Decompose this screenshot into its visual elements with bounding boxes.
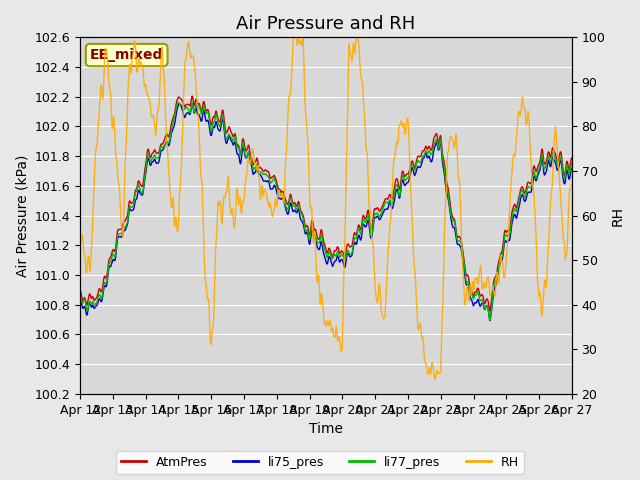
- Line: RH: RH: [80, 37, 572, 379]
- li77_pres: [173, 101, 181, 107]
- li77_pres: [186, 110, 194, 116]
- li75_pres: [510, 212, 518, 218]
- li77_pres: [175, 100, 182, 106]
- Y-axis label: RH: RH: [611, 205, 625, 226]
- li75_pres: [241, 152, 249, 158]
- Y-axis label: Air Pressure (kPa): Air Pressure (kPa): [15, 155, 29, 277]
- RH: [510, 151, 518, 157]
- AtmPres: [188, 93, 196, 99]
- li75_pres: [173, 105, 181, 110]
- RH: [241, 191, 248, 196]
- li75_pres: [403, 181, 410, 187]
- AtmPres: [510, 202, 518, 208]
- li75_pres: [186, 111, 193, 117]
- li77_pres: [510, 207, 518, 213]
- RH: [76, 231, 84, 237]
- Line: AtmPres: AtmPres: [80, 96, 572, 311]
- RH: [403, 123, 410, 129]
- RH: [431, 376, 438, 382]
- li75_pres: [76, 297, 84, 302]
- Line: li77_pres: li77_pres: [80, 103, 572, 320]
- li77_pres: [403, 176, 410, 182]
- RH: [568, 181, 576, 187]
- RH: [467, 284, 474, 289]
- li77_pres: [241, 150, 249, 156]
- AtmPres: [173, 96, 181, 102]
- RH: [173, 228, 181, 234]
- AtmPres: [186, 103, 193, 108]
- Line: li75_pres: li75_pres: [80, 104, 572, 321]
- li77_pres: [76, 295, 84, 300]
- AtmPres: [76, 288, 84, 294]
- AtmPres: [403, 172, 410, 178]
- li77_pres: [467, 289, 474, 295]
- li75_pres: [188, 101, 196, 107]
- Legend: AtmPres, li75_pres, li77_pres, RH: AtmPres, li75_pres, li77_pres, RH: [116, 451, 524, 474]
- AtmPres: [486, 308, 493, 314]
- li77_pres: [568, 161, 576, 167]
- AtmPres: [241, 144, 249, 150]
- RH: [186, 46, 193, 51]
- AtmPres: [467, 285, 474, 291]
- AtmPres: [568, 155, 576, 161]
- RH: [289, 35, 297, 40]
- li77_pres: [486, 317, 493, 323]
- X-axis label: Time: Time: [309, 422, 343, 436]
- Title: Air Pressure and RH: Air Pressure and RH: [236, 15, 415, 33]
- li75_pres: [486, 318, 493, 324]
- li75_pres: [568, 166, 576, 171]
- Text: EE_mixed: EE_mixed: [90, 48, 163, 62]
- li75_pres: [467, 295, 474, 301]
